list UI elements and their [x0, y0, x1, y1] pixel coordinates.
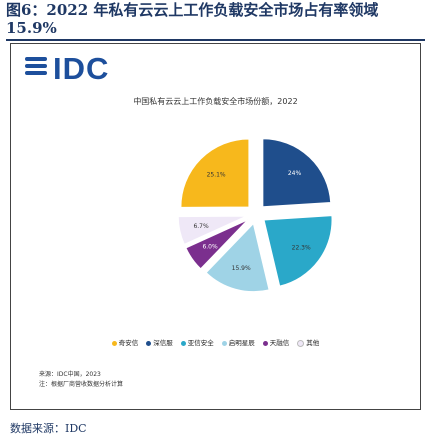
legend-label-0: 奇安信 — [118, 339, 139, 347]
pie-label-2: 22.3% — [292, 244, 311, 251]
legend-swatch-1 — [146, 340, 152, 346]
pie-label-3: 15.9% — [232, 265, 251, 272]
pie-slice-0 — [180, 138, 250, 208]
pie-label-1: 24% — [288, 170, 302, 177]
pie-label-5: 6.7% — [193, 223, 209, 230]
chart-legend: 奇安信 深信服 亚信安全 启明星辰 天融信 其他 — [11, 337, 420, 347]
legend-item-2: 亚信安全 — [180, 337, 214, 347]
legend-swatch-3 — [221, 340, 227, 346]
title-divider — [6, 39, 425, 41]
pie-slice-4 — [185, 219, 249, 270]
legend-label-5: 其他 — [306, 339, 320, 347]
source-line-2: 注：根据厂商营收数据分析计算 — [39, 381, 124, 388]
legend-item-1: 深信服 — [146, 337, 173, 347]
pie-slice-3 — [205, 222, 270, 293]
legend-item-4: 天融信 — [262, 337, 290, 347]
chart-frame: IDC 中国私有云云上工作负载安全市场份额，2022 24% 22.3% 15.9%… — [10, 43, 421, 410]
pie-label-0: 25.1% — [207, 171, 226, 178]
logo-text: IDC — [53, 51, 110, 86]
pie-slice-2 — [263, 215, 333, 287]
legend-label-3: 启明星辰 — [228, 339, 255, 347]
legend-item-5: 其他 — [297, 337, 319, 347]
footer-source: 数据来源：IDC — [10, 422, 87, 435]
chart-source: 来源：IDC中国，2023 注：根据厂商营收数据分析计算 — [39, 370, 123, 390]
legend-label-4: 天融信 — [269, 339, 290, 347]
legend-swatch-2 — [180, 340, 186, 346]
legend-swatch-5 — [297, 339, 305, 347]
chart-title: 中国私有云云上工作负载安全市场份额，2022 — [133, 97, 298, 106]
legend-swatch-4 — [262, 340, 268, 346]
legend-label-2: 亚信安全 — [187, 339, 214, 347]
figure-title: 图6：2022 年私有云云上工作负载安全市场占有率领域 — [6, 1, 379, 19]
pie-chart: 24% 22.3% 15.9% 6.0% 6.7% 25.1% — [177, 138, 333, 293]
pie-label-4: 6.0% — [202, 243, 218, 250]
pie-slice-5 — [177, 215, 247, 245]
legend-item-3: 启明星辰 — [221, 337, 255, 347]
source-line-1: 来源：IDC中国，2023 — [39, 371, 101, 378]
figure-title-line2: 15.9% — [6, 19, 57, 37]
legend-swatch-0 — [111, 340, 117, 346]
legend-label-1: 深信服 — [153, 339, 173, 347]
pie-slice-1 — [262, 138, 332, 208]
legend-item-0: 奇安信 — [111, 337, 139, 347]
